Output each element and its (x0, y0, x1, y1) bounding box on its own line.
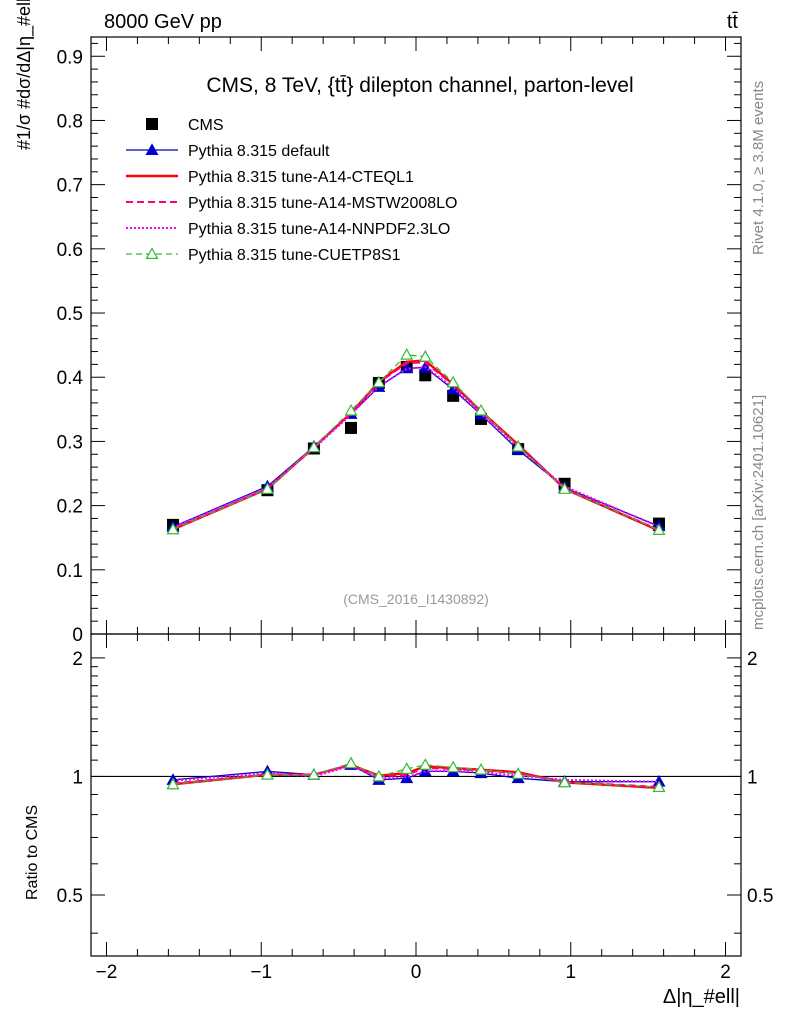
ratio-marker (166, 777, 180, 790)
main-y-tick-label: 0.6 (57, 240, 83, 261)
main-y-tick-label: 0.5 (57, 304, 83, 325)
series-marker (558, 482, 572, 494)
series-marker (418, 349, 432, 362)
legend-marker (145, 143, 159, 155)
series-3 (172, 361, 660, 531)
ratio-series-3 (172, 764, 660, 783)
analysis-watermark: (CMS_2016_I1430892) (343, 591, 489, 607)
header-process-label: tt̄ (727, 11, 739, 33)
series-2 (172, 359, 660, 532)
header-energy-label: 8000 GeV pp (104, 11, 222, 33)
ratio-marker (446, 760, 460, 773)
ratio-y-tick-label: 1 (72, 767, 83, 788)
ratio-y-tick-label: 0.5 (57, 886, 83, 907)
chart-title: CMS, 8 TeV, {tt̄} dilepton channel, part… (206, 74, 633, 97)
main-y-tick-label: 0.9 (57, 47, 83, 68)
ratio-series (166, 756, 666, 793)
ratio-marker (344, 756, 358, 769)
series-line (172, 354, 660, 531)
ratio-line (172, 764, 660, 783)
legend-label: Pythia 8.315 tune-A14-MSTW2008LO (188, 195, 457, 212)
cms-data-point (345, 421, 357, 434)
series-marker (307, 440, 321, 453)
legend-label: Pythia 8.315 tune-CUETP8S1 (188, 247, 401, 264)
ratio-axes: 0.5 0.5 1 1 2 2 (57, 649, 773, 934)
series-line (172, 359, 660, 532)
series-marker (446, 375, 460, 388)
series-marker (166, 522, 180, 535)
legend-entry: Pythia 8.315 tune-A14-NNPDF2.3LO (126, 221, 450, 238)
x-axis: −2 −1 0 1 2 (96, 37, 731, 983)
series-marker (344, 403, 358, 416)
ratio-marker (400, 762, 414, 774)
ratio-y-tick-label: 2 (72, 649, 83, 670)
main-ylabel-text: #1/σ #dσ/dΔ|η_#ell| (14, 0, 35, 150)
x-tick-label: −2 (96, 962, 118, 983)
legend-cms-marker (146, 118, 158, 130)
series-marker (372, 375, 386, 388)
main-y-tick-label: 0.4 (57, 368, 84, 389)
series-marker (400, 348, 414, 360)
rivet-version-label: Rivet 4.1.0, ≥ 3.8M events (750, 81, 767, 255)
legend-entry: Pythia 8.315 tune-A14-CTEQL1 (126, 169, 414, 186)
ratio-marker (307, 768, 321, 780)
ratio-marker (652, 780, 666, 793)
ratio-ylabel: Ratio to CMS (24, 805, 41, 900)
main-y-tick-label: 0.3 (57, 432, 83, 453)
ratio-marker (511, 767, 525, 779)
x-tick-label: 1 (565, 962, 576, 983)
legend-entry: Pythia 8.315 default (126, 143, 330, 160)
series-1 (166, 360, 666, 532)
ratio-y-tick-label-right: 2 (747, 649, 758, 670)
legend-entry: Pythia 8.315 tune-CUETP8S1 (126, 247, 401, 264)
legend-label: CMS (188, 117, 224, 134)
series-5 (166, 348, 666, 536)
legend: CMS Pythia 8.315 default Pythia 8.315 tune… (126, 117, 457, 264)
series-marker (511, 439, 525, 452)
series-0 (167, 360, 665, 531)
legend-label: Pythia 8.315 tune-A14-CTEQL1 (188, 169, 414, 186)
main-axes: 0 0.1 0.2 0.3 0.4 0.5 0.6 0.7 0.8 0.9 (57, 42, 741, 646)
main-y-tick-label: 0.1 (57, 561, 83, 582)
main-y-tick-label: 0.7 (57, 176, 83, 197)
ratio-marker (260, 768, 274, 780)
ratio-marker (372, 769, 386, 782)
ratio-panel-frame (90, 633, 742, 957)
ratio-series-4 (166, 756, 666, 793)
legend-entry: CMS (146, 117, 224, 134)
main-series (166, 348, 666, 536)
ratio-y-tick-label-right: 0.5 (747, 886, 773, 907)
main-y-tick-label: 0 (72, 625, 83, 646)
series-line (172, 366, 660, 528)
series-line (172, 365, 660, 529)
main-y-tick-label: 0.2 (57, 497, 83, 518)
legend-label: Pythia 8.315 tune-A14-NNPDF2.3LO (188, 221, 450, 238)
series-4 (172, 365, 660, 529)
legend-label: Pythia 8.315 default (188, 143, 330, 160)
legend-entry: Pythia 8.315 tune-A14-MSTW2008LO (126, 195, 457, 212)
main-y-tick-label: 0.8 (57, 111, 83, 132)
ratio-marker (418, 758, 432, 770)
ratio-marker (400, 771, 414, 784)
ratio-line (172, 764, 659, 783)
ratio-marker (558, 775, 572, 788)
x-tick-label: 0 (411, 962, 422, 983)
x-axis-label: Δ|η_#ell| (663, 986, 740, 1008)
series-marker (652, 523, 666, 536)
series-marker (260, 482, 274, 494)
ratio-series-0 (166, 758, 666, 787)
x-tick-label: −1 (250, 962, 272, 983)
ratio-line (172, 762, 660, 788)
main-ylabel: #1/σ #dσ/dΔ|η_#ell| (14, 0, 35, 150)
series-line (172, 361, 660, 531)
ratio-y-tick-label-right: 1 (747, 767, 758, 788)
ratio-marker (474, 763, 488, 775)
series-marker (474, 403, 488, 416)
mcplots-label: mcplots.cern.ch [arXiv:2401.10621] (750, 395, 767, 630)
legend-marker (145, 247, 159, 259)
x-tick-label: 2 (720, 962, 731, 983)
